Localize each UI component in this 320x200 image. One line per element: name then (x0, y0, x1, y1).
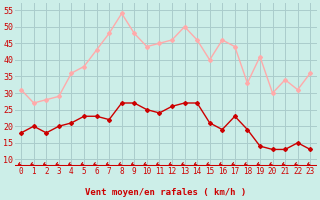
X-axis label: Vent moyen/en rafales ( km/h ): Vent moyen/en rafales ( km/h ) (85, 188, 246, 197)
